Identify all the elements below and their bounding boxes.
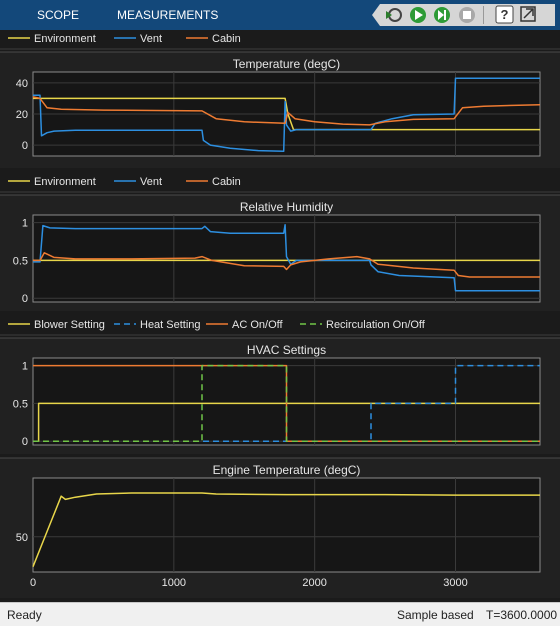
legend-label: Vent xyxy=(140,33,162,45)
y-tick-label: 0.5 xyxy=(13,255,28,267)
x-tick-label: 2000 xyxy=(302,577,326,589)
chart-title: Engine Temperature (degC) xyxy=(213,463,361,477)
svg-text:?: ? xyxy=(501,7,509,22)
toolstrip: SCOPE MEASUREMENTS ? xyxy=(0,0,560,30)
series-line-vent xyxy=(33,224,540,292)
legend-label: Cabin xyxy=(212,33,241,45)
legend-item-environment: Environment xyxy=(8,176,96,188)
chart-engine-temperature-degc: Engine Temperature (degC) 50 0 1000 2000 3000 xyxy=(0,457,560,598)
legend-item-blower-setting: Blower Setting xyxy=(8,319,105,331)
legend-item-environment: Environment xyxy=(8,33,96,45)
chart-relative-humidity: Environment Vent Cabin Relative Humidity 0 0.… xyxy=(0,176,560,311)
legend-label: Environment xyxy=(34,33,96,45)
chart-temperature-degc: Environment Vent Cabin Temperature (degC) 0 2… xyxy=(0,33,560,168)
chart-title: Relative Humidity xyxy=(240,200,333,214)
y-tick-label: 50 xyxy=(16,532,28,544)
legend-label: Environment xyxy=(34,176,96,188)
series-line-vent xyxy=(33,77,540,153)
series-line-environment xyxy=(33,97,540,131)
legend-item-heat-setting: Heat Setting xyxy=(114,319,201,331)
legend-label: Cabin xyxy=(212,176,241,188)
y-tick-label: 0 xyxy=(22,140,28,152)
legend-label: Blower Setting xyxy=(34,319,105,331)
legend-item-cabin: Cabin xyxy=(186,33,241,45)
series-line-cabin xyxy=(33,252,540,278)
legend-item-vent: Vent xyxy=(114,176,162,188)
y-tick-label: 0 xyxy=(22,293,28,305)
undock-icon[interactable] xyxy=(520,6,536,22)
legend-item-recirculation-on-off: Recirculation On/Off xyxy=(300,319,426,331)
y-tick-label: 40 xyxy=(16,78,28,90)
status-text: Ready xyxy=(7,608,42,622)
legend-label: AC On/Off xyxy=(232,319,283,331)
y-tick-label: 1 xyxy=(22,218,28,230)
step-back-icon[interactable] xyxy=(386,8,402,22)
sample-mode: Sample based xyxy=(397,608,474,622)
status-bar: Ready Sample based T=3600.0000 xyxy=(0,602,560,626)
y-tick-label: 1 xyxy=(22,361,28,373)
y-tick-label: 20 xyxy=(16,109,28,121)
legend-label: Heat Setting xyxy=(140,319,201,331)
help-icon[interactable]: ? xyxy=(495,5,514,24)
x-tick-label: 3000 xyxy=(443,577,467,589)
legend-label: Recirculation On/Off xyxy=(326,319,426,331)
run-icon[interactable] xyxy=(410,7,426,23)
chart-title: Temperature (degC) xyxy=(233,57,340,71)
y-tick-label: 0 xyxy=(22,436,28,448)
chart-hvac-settings: Blower Setting Heat Setting AC On/Off Recir… xyxy=(0,319,560,454)
series-line-cabin xyxy=(32,96,541,126)
toolbar-separator xyxy=(483,6,484,24)
legend-item-vent: Vent xyxy=(114,33,162,45)
series-line-recirculation-on-off xyxy=(33,364,540,442)
x-tick-label: 1000 xyxy=(162,577,186,589)
legend-label: Vent xyxy=(140,176,162,188)
legend-item-cabin: Cabin xyxy=(186,176,241,188)
plot-area xyxy=(32,477,541,573)
sim-time: T=3600.0000 xyxy=(486,608,558,622)
chart-title: HVAC Settings xyxy=(247,343,326,357)
scope-plots: Environment Vent Cabin Temperature (degC) 0 2… xyxy=(0,33,560,598)
step-forward-icon[interactable] xyxy=(434,7,450,23)
legend-item-ac-on-off: AC On/Off xyxy=(206,319,283,331)
x-tick-label: 0 xyxy=(30,577,36,589)
toolbar-controls: ? xyxy=(372,4,555,26)
stop-icon[interactable] xyxy=(459,7,475,23)
series-line-engine xyxy=(32,492,540,567)
y-tick-label: 0.5 xyxy=(13,398,28,410)
tab-measurements[interactable]: MEASUREMENTS xyxy=(117,8,219,22)
tab-scope[interactable]: SCOPE xyxy=(37,8,80,22)
